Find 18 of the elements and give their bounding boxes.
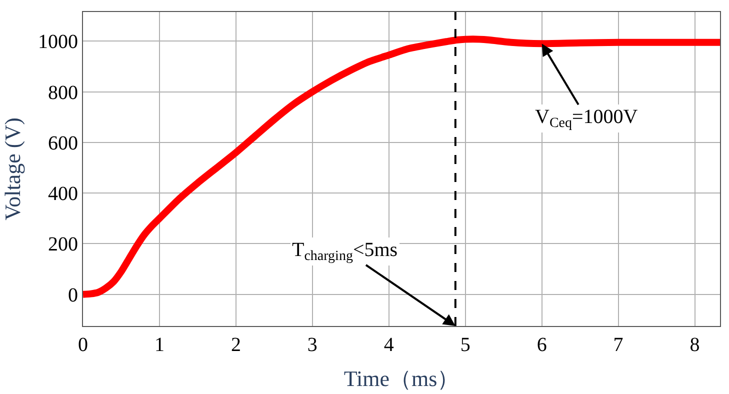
x-tick-label: 6	[536, 334, 547, 356]
x-tick-label: 1	[154, 334, 164, 356]
x-tick-label: 2	[230, 334, 241, 356]
x-tick-label: 3	[307, 334, 318, 356]
y-tick-label: 1000	[38, 31, 78, 54]
x-tick-label: 8	[690, 334, 700, 356]
x-tick-label: 4	[384, 334, 394, 356]
x-tick-label: 5	[460, 334, 470, 356]
y-axis-title: Voltage (V)	[0, 118, 25, 220]
y-tick-label: 200	[48, 234, 78, 256]
x-axis-title: Time（ms）	[344, 366, 460, 391]
y-tick-label: 400	[48, 183, 78, 206]
y-tick-label: 800	[48, 82, 78, 104]
annotation: V$_{Ceq}$=1000V	[535, 106, 638, 132]
x-tick-label: 7	[613, 334, 624, 356]
y-tick-label: 600	[48, 132, 78, 154]
annotation: T$_{charging}$<5ms	[292, 239, 398, 264]
y-tick-label: 0	[68, 284, 78, 306]
